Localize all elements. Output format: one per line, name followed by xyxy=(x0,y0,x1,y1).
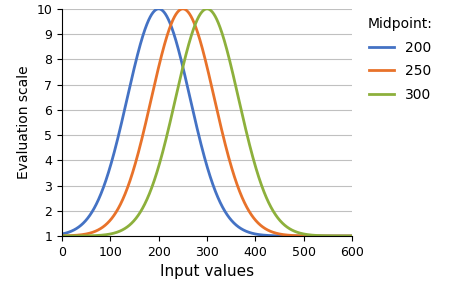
300 xyxy=(74,234,79,238)
200 xyxy=(288,234,294,238)
300 xyxy=(204,7,210,11)
Line: 200: 200 xyxy=(62,9,352,236)
200 xyxy=(74,227,79,230)
X-axis label: Input values: Input values xyxy=(160,264,254,279)
200 xyxy=(341,234,347,238)
Legend: 200, 250, 300: 200, 250, 300 xyxy=(362,11,438,108)
200 xyxy=(193,120,198,123)
Y-axis label: Evaluation scale: Evaluation scale xyxy=(17,65,31,179)
200 xyxy=(59,232,65,236)
300 xyxy=(192,22,198,26)
250 xyxy=(74,233,79,237)
300 xyxy=(341,234,347,238)
300 xyxy=(349,234,355,238)
200 xyxy=(200,151,206,154)
250 xyxy=(193,25,198,28)
250 xyxy=(349,234,355,238)
250 xyxy=(180,7,186,11)
300 xyxy=(341,234,347,238)
250 xyxy=(341,234,347,238)
Line: 300: 300 xyxy=(62,9,352,236)
300 xyxy=(200,9,206,12)
250 xyxy=(59,234,65,238)
200 xyxy=(341,234,347,238)
200 xyxy=(156,7,161,11)
300 xyxy=(288,227,294,231)
200 xyxy=(349,234,355,238)
250 xyxy=(200,50,206,53)
300 xyxy=(59,234,65,238)
250 xyxy=(288,234,294,237)
Line: 250: 250 xyxy=(62,9,352,236)
250 xyxy=(341,234,347,238)
